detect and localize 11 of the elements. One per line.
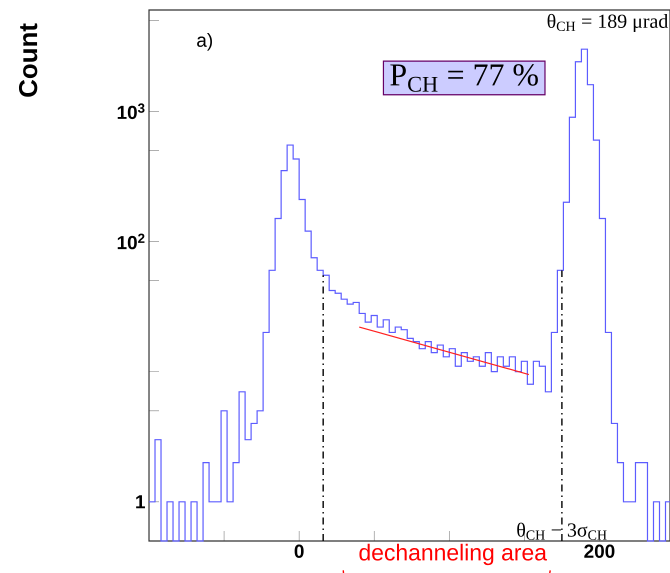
x-tick-label: 0 (294, 544, 304, 558)
y-tick-label: 10$^{3}$ (118, 103, 145, 120)
x-tick-label: 200 (584, 544, 614, 558)
y-tick-label: 10$^{2}$ (118, 234, 144, 250)
ref-line-label: θ$_{CH}$ − 3σ$_{CH}$ (517, 522, 607, 540)
annotation: θ$_{CH}$ = 189 μrad (548, 14, 668, 32)
text: dechanneling area (359, 544, 547, 566)
annotation: a) (197, 33, 212, 51)
y-axis-title: Count (18, 23, 38, 97)
annotation: P$_{CH}$ = 77 % (390, 64, 538, 92)
y-tick-label: 1 (136, 495, 145, 508)
